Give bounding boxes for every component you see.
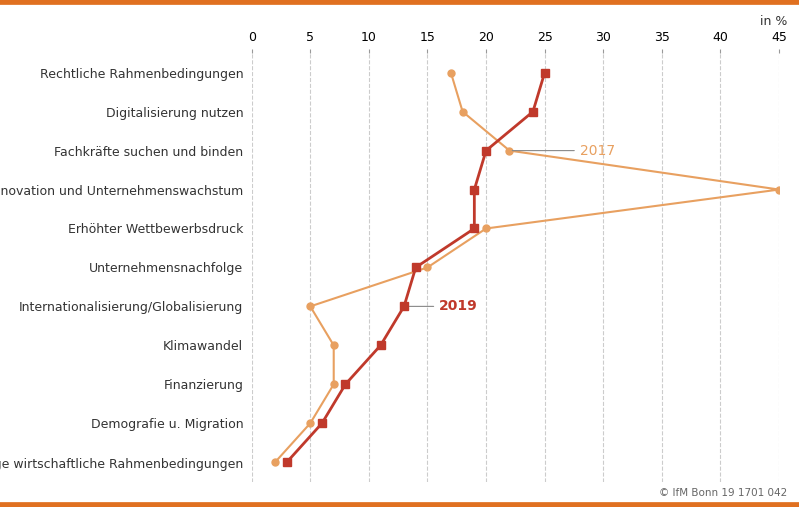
Text: © IfM Bonn 19 1701 042: © IfM Bonn 19 1701 042 — [658, 488, 787, 498]
Text: 2019: 2019 — [407, 300, 478, 313]
Text: 2017: 2017 — [512, 143, 615, 158]
Text: in %: in % — [760, 15, 787, 28]
